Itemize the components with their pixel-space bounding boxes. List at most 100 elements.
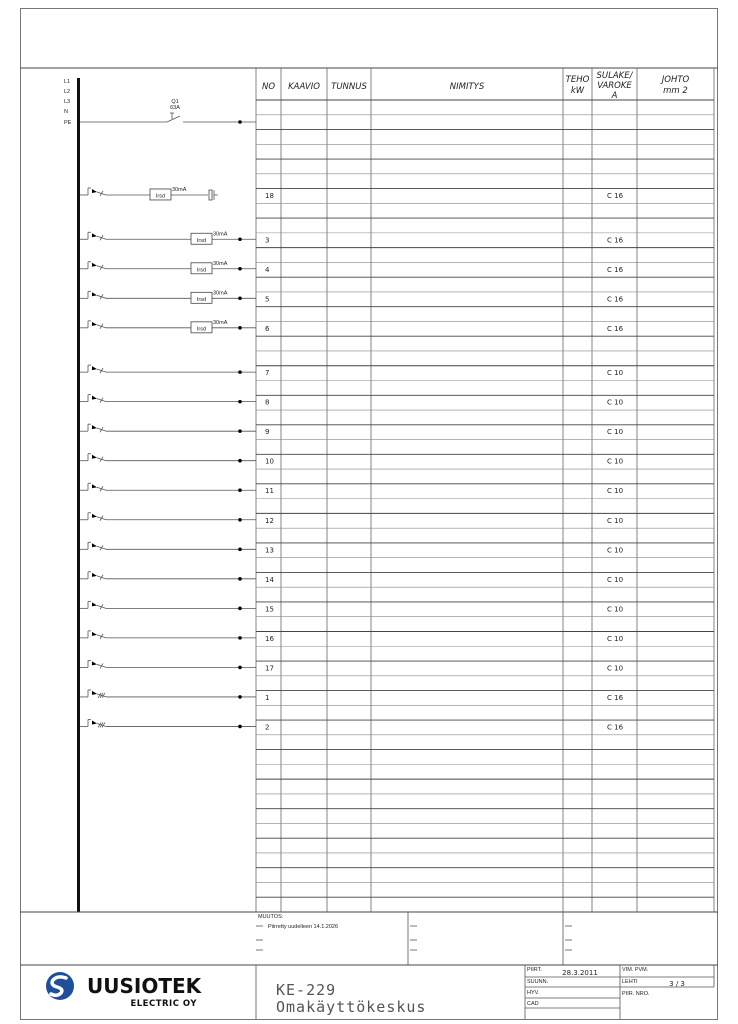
row-fuse: C 10 xyxy=(607,369,623,377)
cad-label: CAD xyxy=(527,1001,539,1007)
circuit-10: 10 C 10 xyxy=(80,453,623,466)
row-number: 2 xyxy=(265,723,269,731)
suunn-label: SUUNN. xyxy=(527,979,549,985)
circuit-1: 1 C 16 xyxy=(80,689,624,702)
main-switch-rating: 63A xyxy=(170,105,180,111)
rcd-rating: 30mA xyxy=(213,290,228,296)
row-number: 10 xyxy=(265,458,274,466)
breaker-trip-icon xyxy=(92,425,97,430)
circuit-14: 14 C 10 xyxy=(80,571,623,584)
row-fuse: C 10 xyxy=(607,664,623,672)
phase-mark xyxy=(99,663,104,669)
row-fuse: C 10 xyxy=(607,576,623,584)
row-number: 6 xyxy=(265,325,270,333)
breaker-trip-icon xyxy=(92,321,97,326)
circuit-15: 15 C 10 xyxy=(80,600,623,613)
change-entry: Piirretty uudelleen 14.1.2026 xyxy=(268,924,338,930)
phase-mark xyxy=(99,426,104,433)
row-fuse: C 16 xyxy=(607,236,624,244)
phase-mark xyxy=(99,486,104,492)
row-number: 8 xyxy=(265,399,269,407)
breaker-trip-icon xyxy=(92,366,97,371)
header-johto: JOHTO xyxy=(660,75,690,85)
drawing-code: KE-229 xyxy=(276,981,336,999)
breaker-trip-icon xyxy=(92,395,97,400)
header-varoke: VAROKE xyxy=(597,81,632,91)
circuit-5: Irsd 30mA 5 C 16 xyxy=(80,290,624,304)
circuit-8: 8 C 10 xyxy=(80,394,623,407)
phase-mark xyxy=(97,692,102,699)
connection-dot xyxy=(238,296,242,301)
row-fuse: C 16 xyxy=(607,723,624,731)
phase-mark xyxy=(99,633,104,640)
connection-dot xyxy=(238,429,242,433)
header-no: NO xyxy=(262,82,275,92)
rcd-rating: 30mA xyxy=(213,261,228,267)
rcd-box xyxy=(190,232,213,245)
connection-dot xyxy=(238,326,242,330)
phase-mark xyxy=(99,604,104,610)
connection-dot xyxy=(238,237,242,242)
breaker-trip-icon xyxy=(92,513,97,518)
rcd-box xyxy=(190,321,213,334)
row-number: 7 xyxy=(265,369,269,377)
breaker-trip-icon xyxy=(92,292,97,297)
header-kaavio: KAAVIO xyxy=(288,82,320,92)
circuit-16: 16 C 10 xyxy=(80,630,623,643)
row-number: 16 xyxy=(265,635,274,643)
circuit-9: 9 C 10 xyxy=(80,423,623,436)
row-number: 11 xyxy=(265,487,274,495)
row-fuse: C 16 xyxy=(607,295,624,303)
breaker-trip-icon xyxy=(92,720,97,725)
bus-label-l2: L2 xyxy=(64,89,70,95)
phase-mark xyxy=(99,692,104,699)
changes-label: MUUTOS: xyxy=(258,914,284,920)
circuit-12: 12 C 10 xyxy=(80,512,623,525)
connection-dot xyxy=(238,458,242,463)
rcd-box xyxy=(149,188,172,201)
breaker-trip-icon xyxy=(92,661,97,666)
breaker-trip-icon xyxy=(92,690,97,695)
row-fuse: C 16 xyxy=(607,694,624,702)
vim-pvm-label: VIM. PVM. xyxy=(622,967,649,973)
phase-mark xyxy=(99,722,104,728)
hyv-label: HYV. xyxy=(527,990,540,996)
rcd-label: Irsd xyxy=(156,193,165,199)
connection-dot xyxy=(238,399,242,404)
connection-dot xyxy=(238,724,242,729)
breaker-trip-icon xyxy=(92,572,97,577)
breaker-trip-icon xyxy=(92,602,97,607)
drawing-name: Omakäyttökeskus xyxy=(276,998,426,1016)
circuit-13: 13 C 10 xyxy=(80,541,623,554)
rcd-label: Irsd xyxy=(197,238,206,244)
rcd-rating: 30mA xyxy=(213,231,228,237)
sheet-border xyxy=(20,8,718,1020)
circuit-6: Irsd 30mA 6 C 16 xyxy=(80,320,624,334)
row-fuse: C 10 xyxy=(607,546,623,554)
piirt-value: 28.3.2011 xyxy=(562,969,598,977)
row-number: 15 xyxy=(265,605,274,613)
row-fuse: C 10 xyxy=(607,428,623,436)
phase-mark xyxy=(99,294,104,300)
circuit-4: Irsd 30mA 4 C 16 xyxy=(80,261,624,275)
connection-dot xyxy=(238,606,242,611)
phase-mark xyxy=(99,235,104,241)
row-fuse: C 10 xyxy=(607,487,623,495)
connection-dot xyxy=(238,665,242,670)
connection-dot xyxy=(238,517,242,522)
connection-dot xyxy=(238,370,242,374)
main-switch-contact xyxy=(166,115,181,123)
breaker-trip-icon xyxy=(92,233,97,238)
row-fuse: C 16 xyxy=(607,192,624,200)
connection-dot xyxy=(238,695,242,699)
phase-mark xyxy=(99,545,104,551)
socket-icon xyxy=(208,189,213,201)
bus-label-n: N xyxy=(64,109,68,115)
rcd-box xyxy=(190,262,213,275)
breaker-trip-icon xyxy=(92,484,97,489)
bus-label-pe: PE xyxy=(64,120,72,126)
piirt-label: PIIRT. xyxy=(527,967,542,973)
header-teho-unit: kW xyxy=(571,86,585,96)
